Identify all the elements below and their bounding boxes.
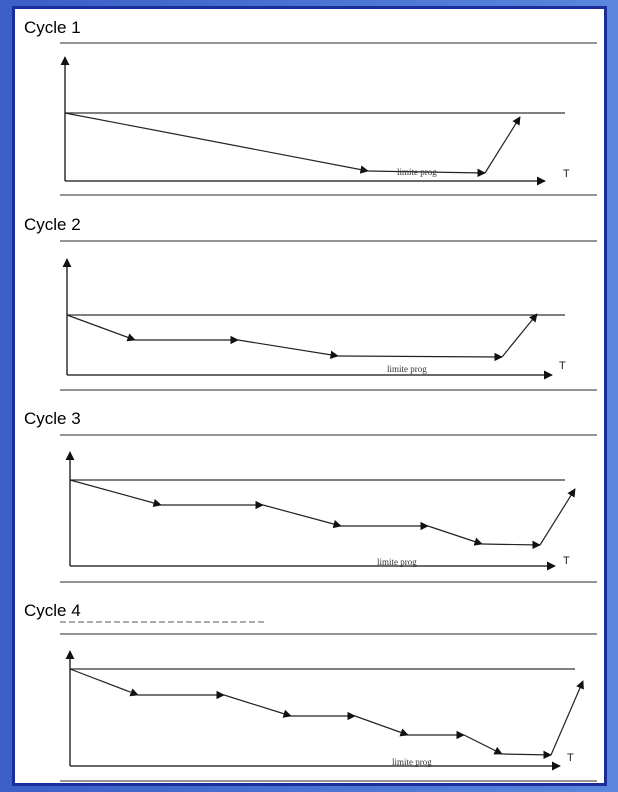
cycle-1-label: Cycle 1 [24,18,81,37]
cycle-4-t-label: T [567,752,574,764]
cycle-4-segment [463,734,503,755]
cycle-1-segment [64,112,369,174]
cycle-1-segment [367,168,486,178]
cycle-1-t-label: T [563,168,570,180]
cycle-4-segment [223,694,292,718]
cycle-2-limit-label: limite prog [387,364,427,374]
cycle-4-label: Cycle 4 [24,601,81,620]
cycle-1-segment [484,116,521,174]
cycle-3-segment [69,479,162,508]
cycle-3-segment [262,504,342,529]
cycle-4-segment [501,750,552,760]
cycle-2-segment [66,314,136,342]
cycle-1-limit-label: limite prog [397,167,437,177]
cycle-3-segment [427,525,483,546]
cycle-2-segment [337,352,503,362]
cycle-4-limit-label: limite prog [392,757,432,767]
cycle-3-segment [481,540,541,550]
cycle-3-chart [60,434,597,583]
cycle-3-segment [539,488,576,546]
cycle-3-t-label: T [563,555,570,567]
cycle-4-segment [354,715,409,737]
cycle-2-segment [501,313,538,358]
cycles-diagram: limite prog T limite prog T [60,42,597,782]
cycle-2-label: Cycle 2 [24,215,81,234]
cycle-3-label: Cycle 3 [24,409,81,428]
cycle-4-chart [60,621,597,782]
cycle-4-segment [550,680,584,756]
cycle-2-segment [237,339,339,359]
cycle-1-chart [60,42,597,196]
cycle-2-t-label: T [559,360,566,372]
cycle-4-segment [69,668,139,697]
cycle-2-chart [60,240,597,391]
diagram-panel: Cycle 1 Cycle 2 Cycle 3 Cycle 4 limite p… [12,6,607,786]
cycle-3-limit-label: limite prog [377,557,417,567]
